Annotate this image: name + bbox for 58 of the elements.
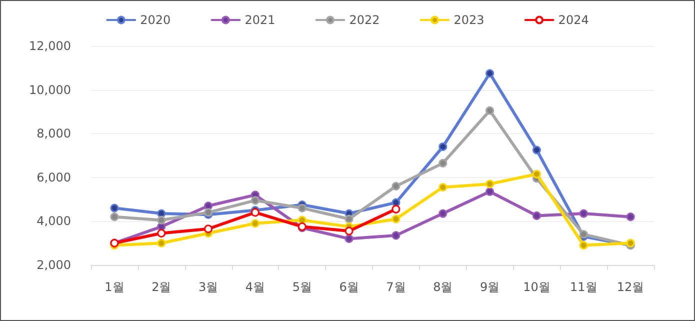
point	[438, 158, 448, 168]
point	[532, 211, 541, 220]
point	[579, 241, 588, 250]
point	[392, 214, 400, 224]
y-tick-label: 2,000	[36, 258, 71, 272]
point	[110, 212, 119, 222]
point	[204, 202, 213, 210]
point	[626, 212, 635, 222]
point	[157, 209, 166, 218]
legend-label: 2020	[140, 13, 171, 27]
point	[157, 216, 166, 224]
y-tick-label: 10,000	[29, 82, 71, 97]
point	[344, 234, 354, 243]
point	[626, 238, 635, 248]
point	[250, 208, 260, 217]
point	[392, 231, 400, 240]
x-tick-label: 4월	[245, 280, 266, 294]
point	[204, 224, 213, 234]
legend-label: 2023	[454, 13, 484, 27]
x-tick-label: 8월	[433, 280, 453, 294]
point	[579, 209, 588, 218]
legend-label: 2024	[558, 13, 589, 27]
legend-label: 2022	[349, 13, 380, 27]
point	[298, 216, 306, 224]
y-tick-label: 6,000	[36, 170, 71, 184]
point	[344, 226, 354, 236]
y-tick-label: 4,000	[36, 214, 71, 228]
x-tick-label: 9월	[480, 280, 500, 294]
y-tick-label: 8,000	[36, 126, 71, 141]
point	[392, 182, 400, 190]
point	[532, 146, 541, 154]
point	[438, 183, 448, 192]
x-tick-label: 10월	[523, 280, 550, 294]
point	[486, 106, 494, 115]
point	[298, 204, 306, 212]
point	[110, 204, 119, 212]
x-tick-label: 1월	[104, 280, 124, 294]
point	[250, 219, 260, 228]
x-tick-label: 3월	[198, 280, 218, 294]
point	[486, 69, 494, 78]
x-tick-label: 2월	[152, 280, 172, 294]
point	[157, 238, 166, 248]
point	[486, 187, 494, 196]
point	[157, 228, 166, 238]
point	[486, 180, 494, 188]
point	[532, 170, 541, 178]
x-tick-label: 7월	[386, 280, 406, 294]
point	[438, 209, 448, 218]
point	[438, 142, 448, 151]
point	[392, 204, 400, 214]
x-tick-label: 11월	[570, 280, 598, 294]
legend-label: 2021	[244, 13, 276, 27]
point	[344, 214, 354, 224]
x-tick-label: 12월	[616, 280, 644, 294]
point	[250, 196, 260, 205]
x-tick-label: 5월	[292, 280, 312, 294]
x-tick-label: 6월	[339, 280, 359, 294]
y-tick-label: 12,000	[29, 39, 71, 53]
